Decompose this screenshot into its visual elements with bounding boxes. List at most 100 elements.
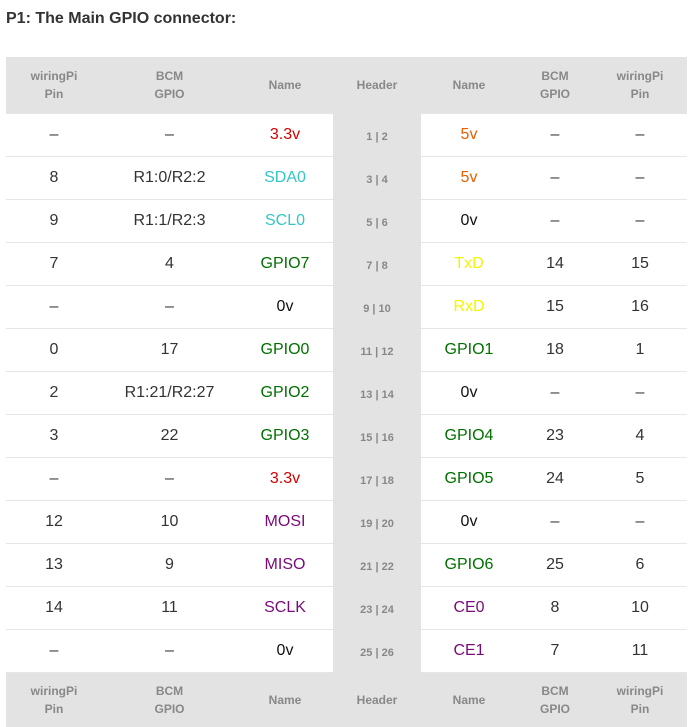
column-label-line1: Name bbox=[237, 691, 333, 709]
pin-name-right-cell: GPIO5 bbox=[421, 458, 517, 501]
wiringpi-pin-right-cell: 4 bbox=[593, 415, 687, 458]
column-label-line2: GPIO bbox=[102, 700, 237, 718]
wiringpi-pin-left-cell: 2 bbox=[6, 372, 102, 415]
wiringpi-pin-left-cell: 14 bbox=[6, 587, 102, 630]
bcm-gpio-right-cell: – bbox=[517, 157, 593, 200]
wiringpi-pin-left-cell: 0 bbox=[6, 329, 102, 372]
column-label-line1: BCM bbox=[102, 682, 237, 700]
pin-name-left-cell: 3.3v bbox=[237, 114, 333, 157]
wiringpi-pin-right-cell: – bbox=[593, 114, 687, 157]
column-label-line1: wiringPi bbox=[6, 67, 102, 85]
bcm-gpio-left-cell: – bbox=[102, 458, 237, 501]
wiringpi-pin-left-cell: 7 bbox=[6, 243, 102, 286]
column-header-name-right: Name bbox=[421, 57, 517, 114]
wiringpi-pin-left-cell: 12 bbox=[6, 501, 102, 544]
pin-name-left-cell: GPIO2 bbox=[237, 372, 333, 415]
pin-name-right-cell: GPIO6 bbox=[421, 544, 517, 587]
pin-name-right-cell: 0v bbox=[421, 372, 517, 415]
bcm-gpio-left-cell: 11 bbox=[102, 587, 237, 630]
header-pins-cell: 25 | 26 bbox=[333, 630, 421, 673]
bcm-gpio-left-cell: 4 bbox=[102, 243, 237, 286]
wiringpi-pin-right-cell: – bbox=[593, 372, 687, 415]
pin-name-right-cell: RxD bbox=[421, 286, 517, 329]
bcm-gpio-right-cell: 23 bbox=[517, 415, 593, 458]
column-label-line2: GPIO bbox=[517, 85, 593, 103]
header-pins-cell: 5 | 6 bbox=[333, 200, 421, 243]
column-label-line1: wiringPi bbox=[6, 682, 102, 700]
header-pins-cell: 13 | 14 bbox=[333, 372, 421, 415]
bcm-gpio-right-cell: – bbox=[517, 114, 593, 157]
header-pins-cell: 1 | 2 bbox=[333, 114, 421, 157]
bcm-gpio-right-cell: 7 bbox=[517, 630, 593, 673]
wiringpi-pin-left-cell: – bbox=[6, 458, 102, 501]
column-header-name-left: Name bbox=[237, 57, 333, 114]
bcm-gpio-right-cell: 14 bbox=[517, 243, 593, 286]
column-label-line1: wiringPi bbox=[593, 67, 687, 85]
pin-name-right-cell: CE1 bbox=[421, 630, 517, 673]
column-label-line1: wiringPi bbox=[593, 682, 687, 700]
bcm-gpio-left-cell: – bbox=[102, 630, 237, 673]
column-label-line1: BCM bbox=[517, 682, 593, 700]
column-label-line2: Pin bbox=[593, 85, 687, 103]
bcm-gpio-left-cell: R1:1/R2:3 bbox=[102, 200, 237, 243]
pin-name-right-cell: GPIO4 bbox=[421, 415, 517, 458]
bcm-gpio-left-cell: R1:21/R2:27 bbox=[102, 372, 237, 415]
header-pins-cell: 19 | 20 bbox=[333, 501, 421, 544]
wiringpi-pin-right-cell: 15 bbox=[593, 243, 687, 286]
pin-name-left-cell: 3.3v bbox=[237, 458, 333, 501]
column-label-line1: Header bbox=[333, 691, 421, 709]
column-label-line2: GPIO bbox=[102, 85, 237, 103]
pin-name-left-cell: 0v bbox=[237, 630, 333, 673]
bcm-gpio-right-cell: 24 bbox=[517, 458, 593, 501]
pin-name-right-cell: 0v bbox=[421, 501, 517, 544]
page-title: P1: The Main GPIO connector: bbox=[6, 10, 236, 28]
pin-name-left-cell: GPIO7 bbox=[237, 243, 333, 286]
wiringpi-pin-left-cell: – bbox=[6, 114, 102, 157]
bcm-gpio-right-cell: 15 bbox=[517, 286, 593, 329]
bcm-gpio-left-cell: 17 bbox=[102, 329, 237, 372]
bcm-gpio-left-cell: 10 bbox=[102, 501, 237, 544]
bcm-gpio-left-cell: 22 bbox=[102, 415, 237, 458]
pin-name-right-cell: 5v bbox=[421, 157, 517, 200]
wiringpi-pin-left-cell: 9 bbox=[6, 200, 102, 243]
bcm-gpio-left-cell: – bbox=[102, 286, 237, 329]
column-label-line1: BCM bbox=[517, 67, 593, 85]
column-label-line1: Name bbox=[421, 691, 517, 709]
bcm-gpio-left-cell: 9 bbox=[102, 544, 237, 587]
pin-name-right-cell: TxD bbox=[421, 243, 517, 286]
pin-name-left-cell: SCL0 bbox=[237, 200, 333, 243]
bcm-gpio-left-cell: – bbox=[102, 114, 237, 157]
header-pins-cell: 9 | 10 bbox=[333, 286, 421, 329]
pin-name-right-cell: CE0 bbox=[421, 587, 517, 630]
pin-name-left-cell: MOSI bbox=[237, 501, 333, 544]
column-label-line1: Name bbox=[237, 76, 333, 94]
header-pins-cell: 15 | 16 bbox=[333, 415, 421, 458]
wiringpi-pin-right-cell: 6 bbox=[593, 544, 687, 587]
wiringpi-pin-right-cell: – bbox=[593, 501, 687, 544]
wiringpi-pin-right-cell: 1 bbox=[593, 329, 687, 372]
column-label-line1: BCM bbox=[102, 67, 237, 85]
bcm-gpio-left-cell: R1:0/R2:2 bbox=[102, 157, 237, 200]
column-header-header: Header bbox=[333, 57, 421, 114]
wiringpi-pin-left-cell: 13 bbox=[6, 544, 102, 587]
wiringpi-pin-right-cell: 5 bbox=[593, 458, 687, 501]
bcm-gpio-right-cell: 8 bbox=[517, 587, 593, 630]
bcm-gpio-right-cell: 25 bbox=[517, 544, 593, 587]
wiringpi-pin-right-cell: 11 bbox=[593, 630, 687, 673]
column-label-line2: Pin bbox=[6, 700, 102, 718]
bcm-gpio-right-cell: – bbox=[517, 372, 593, 415]
